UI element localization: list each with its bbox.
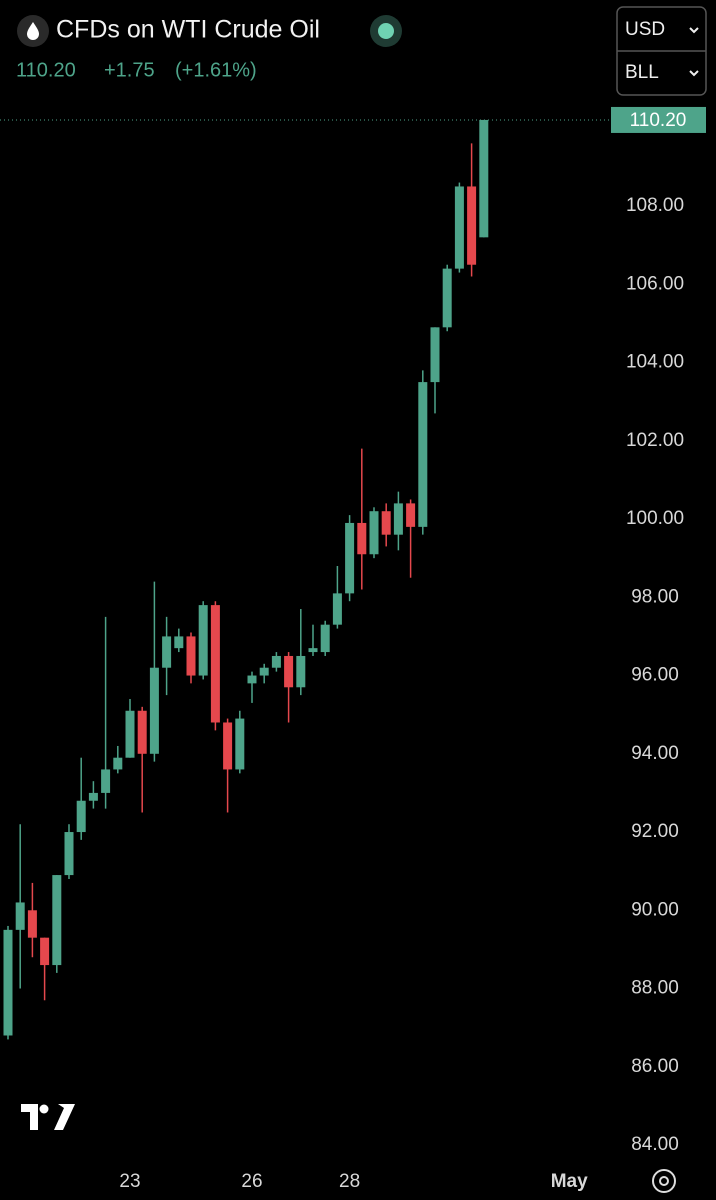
y-tick-label: 90.00: [631, 899, 679, 920]
candle-body: [113, 757, 123, 770]
y-tick-label: 102.00: [626, 430, 684, 451]
candle-body: [223, 722, 233, 770]
y-tick-label: 84.00: [631, 1134, 679, 1155]
unit-select[interactable]: BLL: [625, 62, 659, 83]
y-tick-label: 100.00: [626, 508, 684, 529]
y-tick-label: 94.00: [631, 743, 679, 764]
status-dot: [378, 23, 394, 39]
candle-body: [162, 636, 172, 668]
y-tick-label: 96.00: [631, 665, 679, 686]
header-change-pct: (+1.61%): [175, 59, 257, 81]
candle-body: [369, 511, 379, 555]
gear-center: [659, 1176, 669, 1186]
candle-body: [381, 511, 391, 535]
drop-icon: [27, 22, 39, 40]
x-tick-label: 23: [119, 1171, 140, 1192]
candle-body: [235, 718, 245, 770]
candle-body: [174, 636, 184, 649]
logo-part: [21, 1104, 38, 1130]
logo-part: [54, 1104, 75, 1130]
last-price-box: [611, 106, 706, 133]
candle-body: [320, 624, 330, 653]
candle-body: [64, 832, 74, 876]
candle-body: [271, 655, 281, 668]
candle-body: [479, 119, 489, 238]
candle-body: [88, 792, 98, 801]
header-price: 110.20: [16, 59, 76, 81]
y-tick-label: 98.00: [631, 586, 679, 607]
candle-body: [345, 522, 355, 594]
chevron: [689, 70, 699, 77]
last-price-label: 110.20: [630, 110, 687, 131]
candle-body: [125, 710, 135, 758]
candle-body: [418, 382, 428, 527]
y-tick-label: 86.00: [631, 1056, 679, 1077]
candle-body: [137, 710, 147, 754]
candle-body: [357, 522, 367, 555]
candle-body: [15, 902, 25, 930]
candle-body: [198, 605, 208, 676]
candle-body: [332, 593, 342, 625]
header-change: +1.75: [104, 59, 155, 81]
unit-selector[interactable]: USD BLL: [616, 6, 707, 96]
candle-body: [76, 800, 86, 833]
candle-body: [101, 769, 111, 793]
candle-body: [52, 875, 62, 966]
currency-select[interactable]: USD: [625, 19, 665, 40]
candle-body: [454, 186, 464, 269]
candle-body: [393, 503, 403, 535]
settings-button[interactable]: [652, 1169, 676, 1193]
x-tick-label: 28: [339, 1171, 360, 1192]
y-tick-label: 108.00: [626, 195, 684, 216]
x-tick-label: 26: [241, 1171, 262, 1192]
candle-body: [210, 605, 220, 723]
candle-body: [259, 667, 269, 676]
candle-body: [296, 655, 306, 688]
gear-icon[interactable]: [652, 1169, 676, 1193]
y-tick-label: 88.00: [631, 978, 679, 999]
candle-body: [186, 636, 196, 676]
candle-body: [406, 503, 416, 527]
candle-body: [442, 268, 452, 328]
candle-body: [247, 675, 257, 684]
y-tick-label: 92.00: [631, 821, 679, 842]
candle-body: [467, 186, 477, 265]
candle-body: [27, 910, 37, 938]
y-tick-label: 106.00: [626, 273, 684, 294]
chevron: [689, 27, 699, 34]
x-tick-label: May: [551, 1171, 588, 1192]
y-tick-label: 104.00: [626, 352, 684, 373]
candle-body: [40, 937, 50, 966]
candle-body: [308, 648, 318, 653]
logo-part: [39, 1104, 49, 1114]
symbol-title: CFDs on WTI Crude Oil: [56, 16, 320, 44]
candle-body: [149, 667, 159, 754]
tradingview-logo: [21, 1104, 75, 1130]
candle-body: [3, 929, 13, 1036]
candle-body: [284, 655, 294, 688]
candle-body: [430, 327, 440, 383]
